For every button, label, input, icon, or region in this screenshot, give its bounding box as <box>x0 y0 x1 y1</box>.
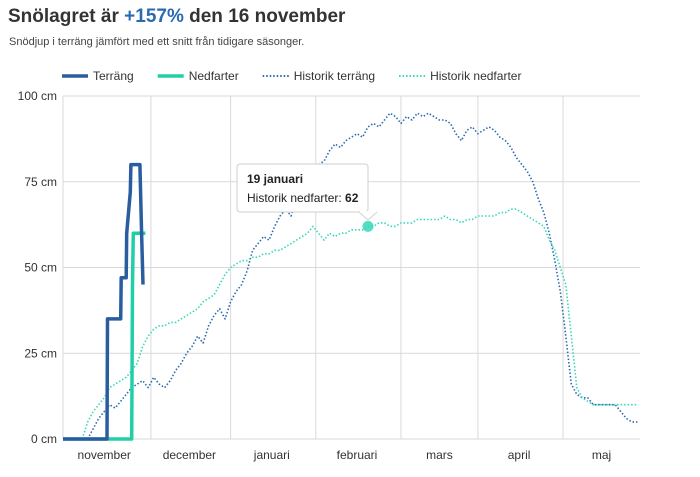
tooltip-date: 19 januari <box>247 172 303 186</box>
series-line-nedfarter <box>63 231 146 441</box>
y-tick-label: 0 cm <box>31 432 57 446</box>
tooltip-value-line: Historik nedfarter: 62 <box>247 191 359 205</box>
legend-label: Terräng <box>93 69 134 83</box>
series-line-historik-terrang <box>86 112 638 440</box>
title-suffix: den 16 november <box>183 6 346 27</box>
legend-label: Historik nedfarter <box>430 69 521 83</box>
tooltip-box <box>236 163 369 213</box>
x-tick-label: februari <box>337 448 378 462</box>
x-tick-label: april <box>508 448 531 462</box>
title-highlight: +157% <box>124 6 184 27</box>
series-line-historik-nedfarter <box>81 208 638 440</box>
legend-item: Historik terräng <box>262 69 375 83</box>
tooltip: 19 januari Historik nedfarter: 62 <box>236 163 378 221</box>
y-tick-label: 75 cm <box>24 175 57 189</box>
legend-label: Nedfarter <box>189 69 239 83</box>
tooltip-pointer <box>358 211 378 221</box>
x-tick-label: mars <box>426 448 453 462</box>
legend-item: Historik nedfarter <box>399 69 521 83</box>
title-prefix: Snölagret är <box>8 6 125 27</box>
y-tick-label: 25 cm <box>24 346 57 360</box>
x-tick-label: december <box>163 448 216 462</box>
legend-item: Terräng <box>62 69 134 83</box>
series-line-terrang <box>63 162 145 441</box>
x-tick-label: november <box>78 448 131 462</box>
x-tick-label: maj <box>592 448 611 462</box>
highlight-point <box>362 220 374 232</box>
tooltip-label: Historik nedfarter: <box>247 191 345 205</box>
legend-label: Historik terräng <box>294 69 375 83</box>
x-tick-label: januari <box>253 448 290 462</box>
y-tick-label: 50 cm <box>24 261 57 275</box>
tooltip-value: 62 <box>345 191 359 205</box>
chart-subtitle: Snödjup i terräng jämfört med ett snitt … <box>9 36 305 48</box>
legend-item: Nedfarter <box>157 69 239 83</box>
y-tick-label: 100 cm <box>18 89 57 103</box>
chart-title: Snölagret är +157% den 16 november <box>8 6 345 28</box>
